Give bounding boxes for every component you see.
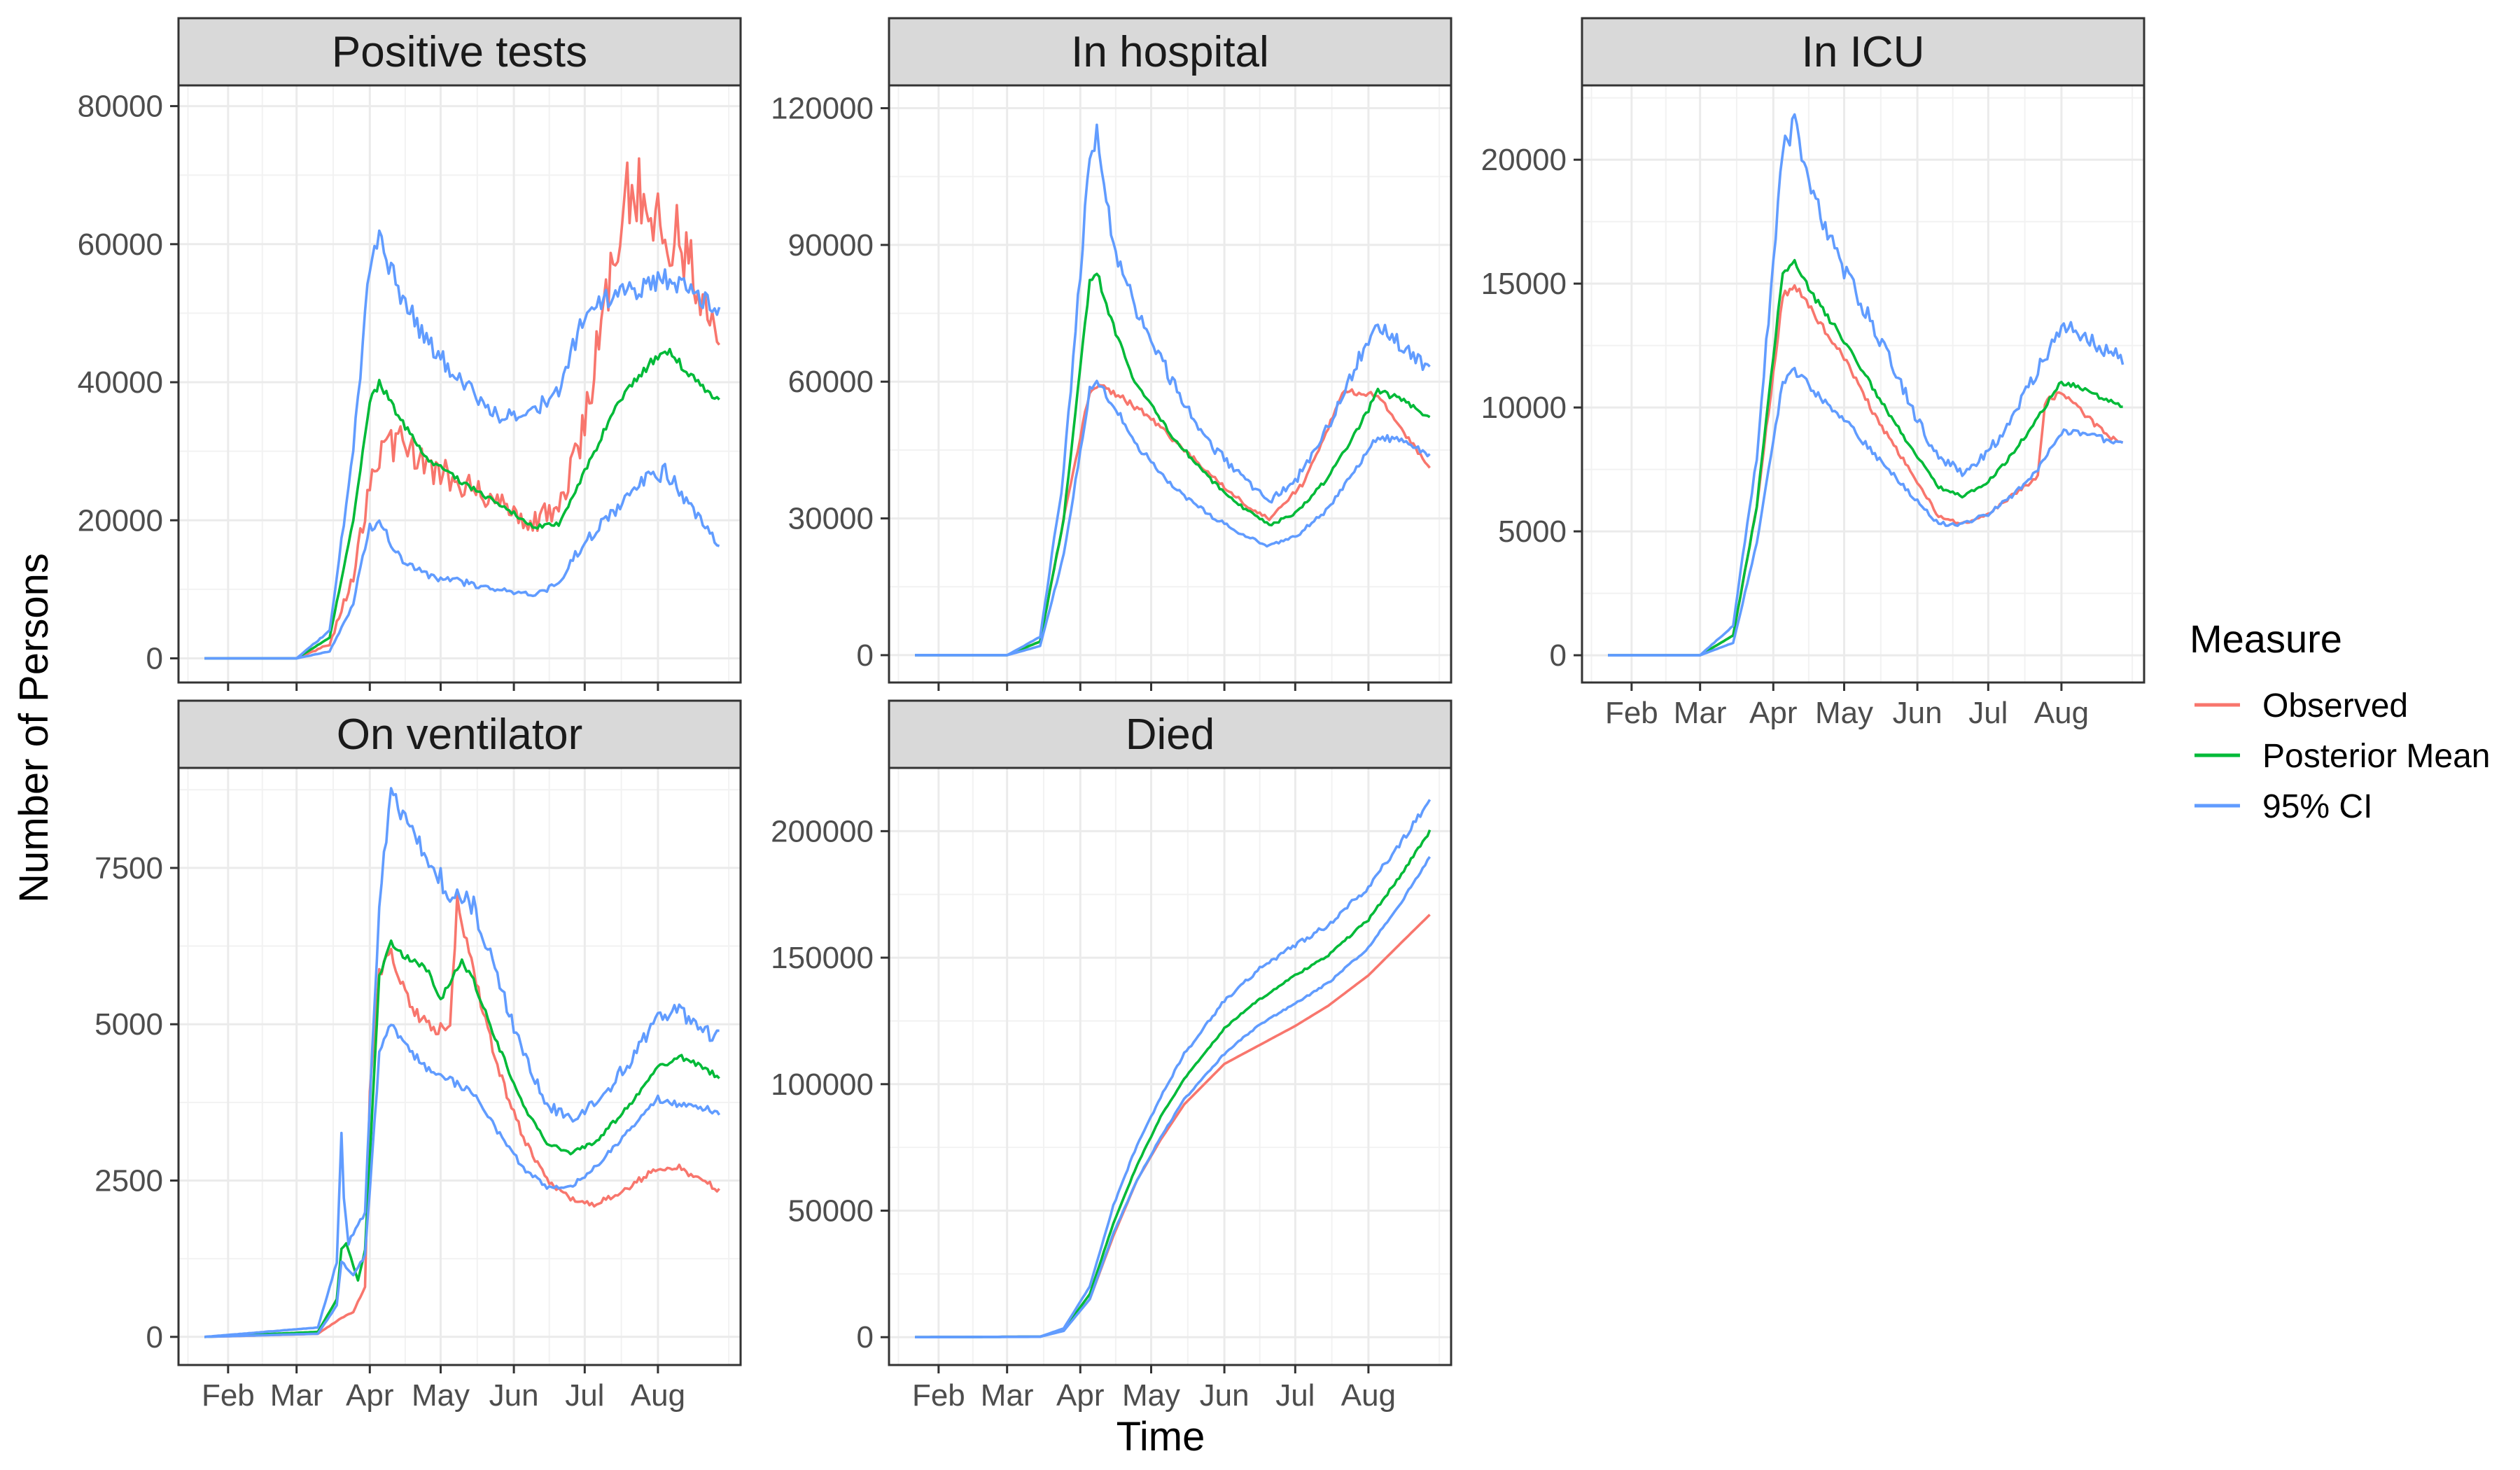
- x-axis-title: Time: [1116, 1414, 1205, 1460]
- y-tick-label: 0: [857, 1320, 874, 1354]
- legend-entry-95-ci: 95% CI: [2194, 788, 2372, 825]
- y-tick-label: 5000: [94, 1007, 163, 1042]
- x-tick-label: Jul: [1968, 696, 2008, 730]
- y-tick-label: 120000: [771, 92, 874, 126]
- y-tick-label: 20000: [1481, 143, 1567, 177]
- y-tick-label: 7500: [94, 851, 163, 886]
- x-tick-label: Feb: [202, 1378, 255, 1413]
- x-tick-label: May: [412, 1378, 470, 1413]
- y-axis-title: Number of Persons: [11, 553, 57, 903]
- legend-label-95-ci: 95% CI: [2262, 788, 2372, 825]
- strip-label: In hospital: [1071, 28, 1269, 76]
- legend-entry-posterior-mean: Posterior Mean: [2194, 738, 2490, 775]
- series-line-95-ci: [204, 787, 720, 1338]
- series-line-95-ci: [915, 855, 1432, 1338]
- strip-background: [1581, 17, 2146, 87]
- legend-title: Measure: [2190, 617, 2342, 661]
- y-tick-label: 2500: [94, 1164, 163, 1198]
- strip-label: On ventilator: [337, 710, 583, 759]
- y-tick-label: 0: [146, 641, 163, 676]
- legend-label-observed: Observed: [2262, 687, 2408, 724]
- y-tick-label: 0: [146, 1320, 163, 1354]
- panel-died: Died 0 50000 100000 150000 200000 Feb Mar Apr May…: [771, 699, 1452, 1413]
- series-line-95-ci: [204, 463, 720, 660]
- strip-label: Died: [1126, 710, 1215, 759]
- x-tick-label: Mar: [270, 1378, 323, 1413]
- x-tick-label: Jun: [489, 1378, 539, 1413]
- y-tick-label: 100000: [771, 1068, 874, 1102]
- x-tick-label: Feb: [1605, 696, 1658, 730]
- x-tick-label: May: [1815, 696, 1873, 730]
- x-tick-label: Feb: [912, 1378, 965, 1413]
- y-tick-label: 15000: [1481, 267, 1567, 301]
- y-tick-label: 0: [1550, 638, 1567, 673]
- legend: Measure Observed Posterior Mean 95% CI: [2190, 617, 2490, 825]
- series-line-posterior-mean: [204, 939, 720, 1338]
- panel-on-ventilator: On ventilator 0 2500 5000 7500 Feb Mar Apr May Ju…: [94, 699, 742, 1413]
- x-tick-label: Apr: [1056, 1378, 1104, 1413]
- strip-label: In ICU: [1802, 28, 1925, 76]
- x-tick-label: Apr: [346, 1378, 393, 1413]
- x-tick-label: Mar: [1674, 696, 1727, 730]
- y-tick-label: 50000: [788, 1194, 874, 1228]
- x-tick-label: Jun: [1200, 1378, 1250, 1413]
- strip-background: [177, 699, 742, 769]
- panel-in-icu: In ICU 0 5000 10000 15000 20000 Feb Mar Apr May Ju…: [1481, 17, 2146, 730]
- strip-background: [888, 699, 1452, 769]
- x-tick-label: May: [1122, 1378, 1180, 1413]
- x-tick-label: Aug: [631, 1378, 685, 1413]
- strip-label: Positive tests: [332, 28, 587, 76]
- legend-entry-observed: Observed: [2194, 687, 2408, 724]
- strip-background: [177, 17, 742, 87]
- legend-label-posterior-mean: Posterior Mean: [2262, 738, 2490, 775]
- y-tick-label: 150000: [771, 941, 874, 975]
- x-tick-label: Apr: [1749, 696, 1797, 730]
- strip-background: [888, 17, 1452, 87]
- series-line-95-ci: [915, 379, 1431, 657]
- y-tick-label: 200000: [771, 814, 874, 848]
- panel-background: [1582, 85, 2144, 682]
- y-tick-label: 60000: [78, 227, 163, 262]
- panel-in-hospital: In hospital 0 30000 60000 90000 120000: [771, 17, 1452, 691]
- y-tick-label: 10000: [1481, 391, 1567, 425]
- y-tick-label: 80000: [78, 90, 163, 124]
- panel-background: [178, 85, 741, 682]
- x-tick-label: Jul: [565, 1378, 604, 1413]
- y-tick-label: 40000: [78, 365, 163, 400]
- y-tick-label: 30000: [788, 502, 874, 536]
- series-line-95-ci: [204, 1023, 721, 1338]
- y-tick-label: 60000: [788, 365, 874, 399]
- x-tick-label: Aug: [2034, 696, 2089, 730]
- x-tick-label: Jun: [1893, 696, 1942, 730]
- x-tick-label: Jul: [1275, 1378, 1315, 1413]
- y-tick-label: 5000: [1498, 514, 1567, 549]
- panels-layer: Positive tests 0 20000 40000 60000 80000 In ho…: [78, 17, 2146, 1413]
- panel-positive-tests: Positive tests 0 20000 40000 60000 80000: [78, 17, 742, 691]
- y-tick-label: 90000: [788, 228, 874, 262]
- y-tick-label: 20000: [78, 503, 163, 538]
- x-tick-label: Mar: [981, 1378, 1034, 1413]
- y-tick-label: 0: [857, 638, 874, 673]
- series-line-95-ci: [1608, 367, 2124, 657]
- panel-background: [889, 768, 1451, 1365]
- x-tick-label: Aug: [1341, 1378, 1396, 1413]
